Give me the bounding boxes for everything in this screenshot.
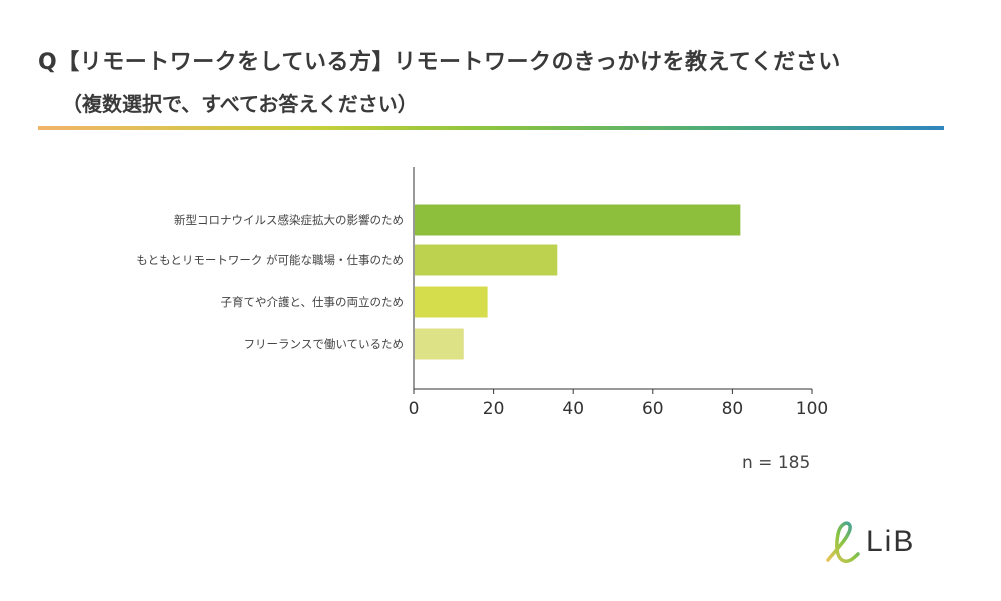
category-label-4: フリーランスで働いているため [244,337,404,351]
x-tick-label-20: 20 [483,399,505,419]
bar-1 [415,204,741,236]
script-l-logo-icon [826,521,860,564]
logo-wordmark: LiB [866,525,916,558]
category-label-2: もともとリモートワーク が可能な職場・仕事のため [136,253,404,267]
bar-2 [415,244,558,276]
x-tick-label-100: 100 [796,399,828,419]
title-divider [38,126,944,130]
chart-title: Q【リモートワークをしている方】リモートワークのきっかけを教えてください [38,50,841,75]
lib-logo: LiB [822,518,915,566]
x-tick-label-60: 60 [642,399,664,419]
category-label-1: 新型コロナウイルス感染症拡大の影響のため [174,213,404,227]
x-tick-label-40: 40 [562,399,584,419]
x-tick-label-0: 0 [409,399,420,419]
sample-size-label: n = 185 [742,453,811,473]
chart-subtitle: （複数選択で、すべてお答えください） [62,92,418,116]
bar-4 [415,328,464,360]
bar-3 [415,286,488,318]
x-tick-label-80: 80 [722,399,744,419]
category-label-3: 子育てや介護と、仕事の両立のため [220,295,404,309]
